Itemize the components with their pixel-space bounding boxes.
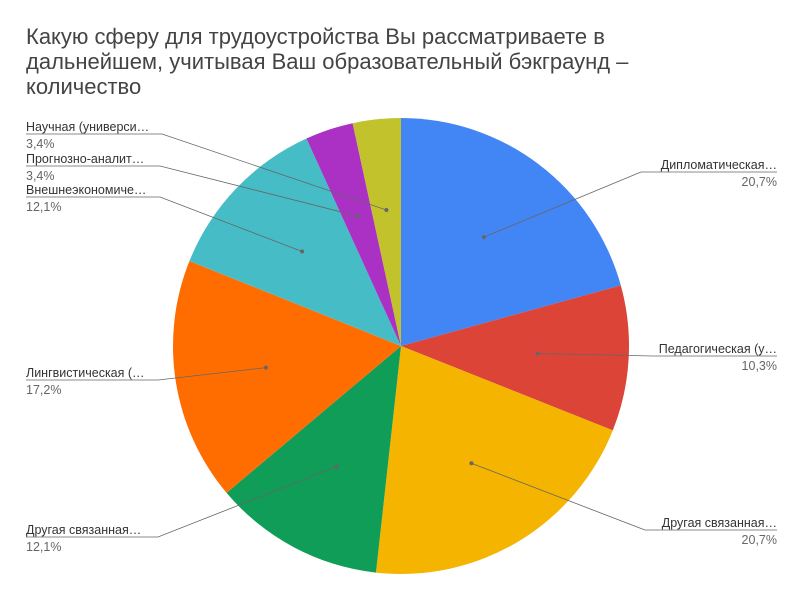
slice-percent-3: 20,7% (742, 533, 777, 547)
chart-title-line-1: Какую сферу для трудоустройства Вы рассм… (26, 24, 605, 49)
slice-percent-2: 10,3% (742, 359, 777, 373)
label-leader-lines (26, 133, 777, 538)
pie-slice-2 (401, 285, 629, 431)
slice-label-5: Лингвистическая (… (26, 366, 145, 380)
slice-percent-7: 3,4% (26, 169, 55, 183)
slice-label-2: Педагогическая (у… (659, 342, 777, 356)
slice-percent-8: 3,4% (26, 137, 55, 151)
pie-slice-5 (172, 260, 401, 493)
slice-label-1: Дипломатическая… (661, 158, 777, 172)
pie-slice-1 (401, 118, 621, 346)
slice-label-8: Научная (универси… (26, 120, 149, 134)
slice-labels: Дипломатическая… 20,7% Педагогическая (у… 1… (26, 120, 777, 554)
slice-label-4: Другая связанная… (26, 523, 141, 537)
slice-label-3: Другая связанная… (662, 516, 777, 530)
leader-line-5 (26, 367, 266, 381)
leader-line-8 (26, 133, 387, 211)
leader-line-3 (471, 462, 777, 531)
chart-title: Какую сферу для трудоустройства Вы рассм… (26, 24, 746, 99)
slice-percent-6: 12,1% (26, 200, 61, 214)
leader-line-4 (26, 466, 337, 538)
slice-percent-1: 20,7% (742, 175, 777, 189)
slice-label-6: Внешнеэкономиче… (26, 183, 146, 197)
leader-line-1 (483, 171, 777, 238)
slice-percent-4: 12,1% (26, 540, 61, 554)
pie-slice-7 (306, 123, 401, 346)
chart-title-line-2: дальнейшем, учитывая Ваш образовательный… (26, 49, 629, 74)
pie-slice-8 (352, 118, 401, 346)
chart-title-line-3: количество (26, 74, 142, 99)
leader-line-2 (537, 353, 777, 357)
leader-line-6 (26, 196, 303, 252)
leader-line-7 (26, 165, 358, 217)
pie-slice-6 (189, 138, 401, 346)
slice-percent-5: 17,2% (26, 383, 61, 397)
slice-label-7: Прогнозно-аналит… (26, 152, 144, 166)
pie-slice-3 (375, 346, 613, 574)
pie-slice-4 (226, 346, 401, 573)
pie-slices (172, 118, 629, 574)
